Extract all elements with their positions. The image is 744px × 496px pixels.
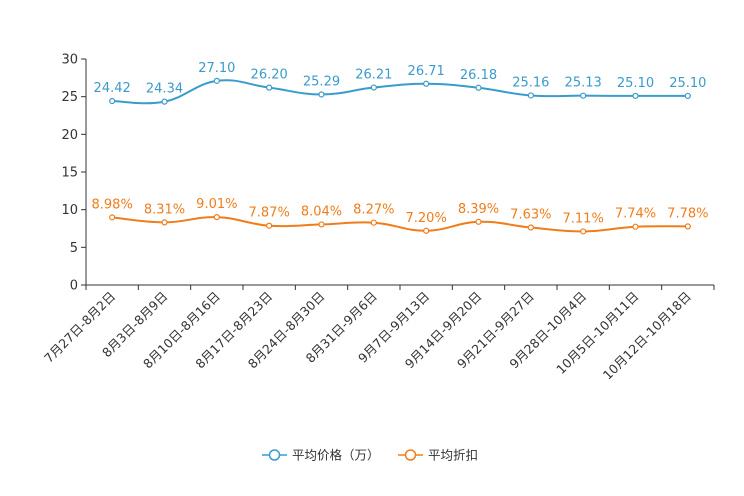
data-label: 25.10 (617, 76, 654, 91)
y-tick-label: 10 (61, 203, 78, 218)
data-label: 25.10 (669, 76, 706, 91)
data-label: 7.78% (667, 206, 708, 221)
y-tick-label: 0 (70, 279, 78, 294)
y-tick-label: 20 (61, 128, 78, 143)
data-label: 8.04% (301, 204, 342, 219)
data-point (109, 214, 116, 221)
data-point (161, 98, 168, 105)
data-point (684, 92, 691, 100)
series-1: 8.98% 8.31% 9.01% 7.87% 8.04% 8.27% 7.20% 8.39%… (92, 197, 708, 235)
data-label: 7.63% (510, 208, 551, 223)
legend-item-1[interactable]: 平均折扣 (398, 448, 478, 463)
y-tick-label: 15 (61, 166, 78, 181)
data-point (475, 218, 482, 225)
data-point (266, 222, 273, 229)
legend-marker-icon (404, 449, 417, 461)
data-point (370, 84, 377, 91)
data-label: 25.16 (512, 75, 549, 90)
data-label: 8.98% (92, 197, 133, 212)
data-label: 27.10 (198, 61, 235, 76)
data-point (475, 84, 482, 91)
data-point (161, 219, 168, 226)
legend-item-0[interactable]: 平均价格（万） (262, 448, 380, 463)
y-tick-label: 5 (70, 241, 78, 256)
data-point (370, 219, 377, 226)
data-point (213, 77, 220, 84)
data-label: 26.71 (408, 64, 445, 79)
data-label: 25.13 (565, 76, 602, 91)
data-label: 8.27% (353, 203, 394, 218)
y-tick-label: 30 (61, 53, 78, 68)
data-point (632, 223, 639, 230)
data-point (213, 214, 220, 221)
legend[interactable]: 平均价格（万） 平均折扣 (262, 448, 478, 463)
data-label: 25.29 (303, 74, 340, 89)
series-line (112, 79, 688, 105)
data-label: 7.11% (563, 211, 604, 226)
data-label: 7.74% (615, 207, 656, 222)
data-point (266, 84, 273, 91)
data-point (318, 91, 325, 98)
series-0: 24.42 24.34 27.10 26.20 25.29 26.21 26.71 26.18… (94, 61, 706, 105)
data-label: 26.21 (355, 68, 392, 83)
data-label: 8.39% (458, 202, 499, 217)
data-label: 9.01% (196, 197, 237, 212)
legend-marker-icon (268, 449, 281, 461)
data-point (318, 221, 325, 228)
data-point (109, 97, 116, 105)
data-point (580, 228, 587, 235)
data-point (423, 80, 430, 87)
data-point (527, 224, 534, 231)
data-label: 24.34 (146, 82, 183, 97)
data-point (632, 92, 639, 100)
data-label: 7.87% (249, 206, 290, 221)
series-layer: 24.42 24.34 27.10 26.20 25.29 26.21 26.71 26.18… (92, 61, 708, 235)
data-label: 26.18 (460, 68, 497, 83)
data-point (580, 92, 587, 99)
data-label: 8.31% (144, 202, 185, 217)
legend-label: 平均价格（万） (292, 448, 380, 463)
data-point (527, 92, 534, 99)
data-label: 7.20% (406, 211, 447, 226)
series-line (112, 216, 688, 233)
data-label: 24.42 (94, 81, 131, 96)
x-tick-label: 10月12日-10月18日 (600, 289, 694, 383)
y-tick-label: 25 (61, 90, 78, 105)
data-point (684, 223, 691, 230)
data-label: 26.20 (251, 68, 288, 83)
legend-label: 平均折扣 (428, 448, 478, 463)
data-point (423, 227, 430, 234)
